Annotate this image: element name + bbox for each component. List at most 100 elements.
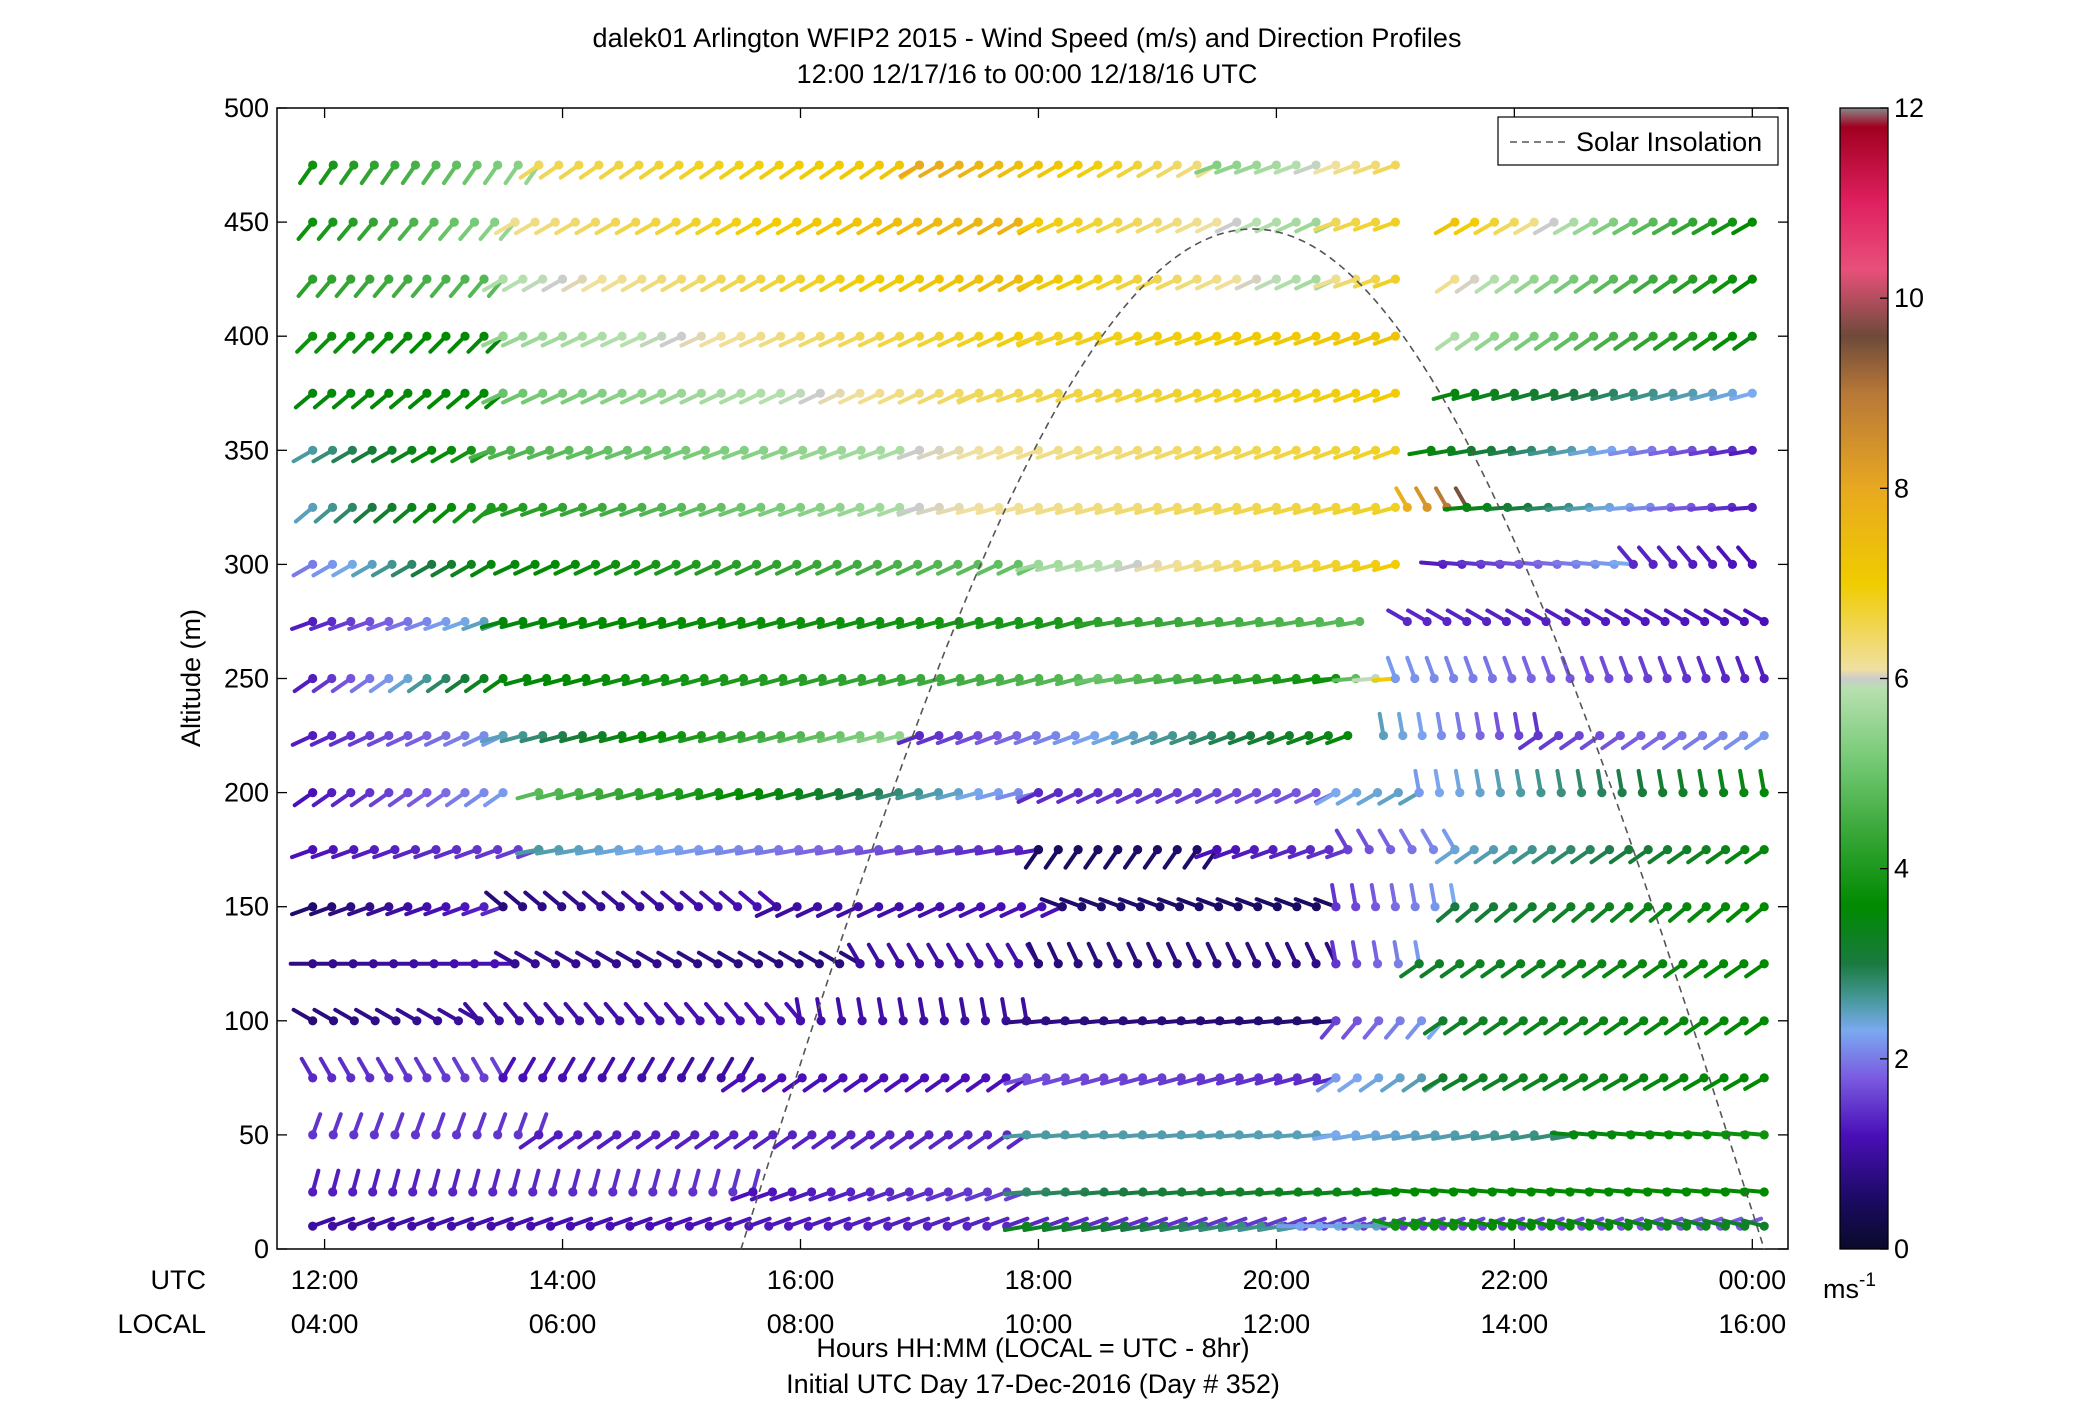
wind-barb-point	[1172, 502, 1182, 512]
wind-barb-point	[855, 502, 865, 512]
wind-barb-point	[1516, 959, 1526, 969]
wind-barb-point	[1478, 1073, 1488, 1083]
wind-barb-point	[973, 788, 984, 798]
wind-barb-point	[675, 1016, 685, 1026]
wind-barb-point	[748, 1130, 758, 1140]
wind-barb-point	[498, 902, 508, 912]
wind-barb-point	[914, 331, 925, 341]
wind-barb-point	[756, 730, 766, 741]
wind-barb-point	[953, 217, 963, 227]
wind-barb-point	[407, 1221, 417, 1231]
wind-barb-point	[934, 274, 944, 284]
wind-barb-point	[1402, 616, 1412, 627]
wind-barb-point	[346, 331, 356, 341]
wind-barb-point	[1508, 902, 1518, 912]
wind-barb-point	[518, 388, 528, 398]
wind-barb-point	[1422, 616, 1432, 627]
x-row-label-local: LOCAL	[117, 1309, 206, 1339]
wind-barb-point	[466, 559, 476, 570]
wind-barb-point	[328, 217, 338, 227]
wind-barb-point	[1759, 845, 1769, 855]
wind-barb-point	[460, 902, 470, 912]
wind-barb-point	[1232, 217, 1242, 227]
wind-barb-point	[756, 274, 766, 284]
colorbar-unit: ms-1	[1823, 1270, 1876, 1304]
wind-barb-point	[642, 445, 652, 455]
wind-barb-point	[441, 673, 451, 684]
wind-barb-point	[1331, 445, 1341, 455]
wind-barb-point	[422, 331, 432, 341]
wind-barb-point	[346, 1073, 356, 1083]
wind-barb-point	[538, 502, 548, 512]
wind-barb-point	[1253, 1073, 1264, 1083]
wind-barb-point	[754, 160, 764, 170]
wind-barb-point	[561, 673, 571, 684]
wind-barb-point	[1351, 502, 1361, 512]
wind-barb-point	[1589, 388, 1599, 398]
wind-barb-point	[1688, 331, 1698, 341]
wind-barb-point	[857, 673, 867, 684]
wind-barb-point	[974, 388, 984, 398]
wind-barb-point	[346, 902, 356, 912]
wind-barb-point	[479, 730, 489, 741]
wind-barb-point	[632, 959, 642, 969]
wind-barb-point	[1470, 274, 1480, 284]
wind-barb-point	[327, 788, 337, 798]
wind-barb-point	[1053, 445, 1063, 455]
wind-barb-point	[1458, 1073, 1468, 1083]
y-tick-label: 50	[239, 1120, 269, 1150]
wind-barb-point	[1212, 160, 1222, 170]
x-tick-label-local: 12:00	[1243, 1309, 1311, 1339]
wind-barb-point	[615, 902, 625, 912]
wind-barb-point	[603, 445, 613, 455]
wind-barb-point	[1172, 331, 1182, 341]
wind-barb-point	[486, 445, 496, 455]
wind-barb-point	[733, 902, 743, 912]
wind-barb-point	[1291, 331, 1301, 341]
wind-barb-point	[441, 274, 451, 284]
wind-barb-point	[1351, 559, 1361, 570]
wind-barb-point	[954, 616, 964, 627]
wind-barb-point	[1192, 331, 1202, 341]
wind-barb-point	[1438, 1073, 1448, 1083]
wind-barb-point	[896, 673, 906, 684]
wind-barb-point	[876, 673, 886, 684]
wind-barb-point	[1740, 1221, 1750, 1231]
wind-barb-point	[441, 331, 451, 341]
wind-barb-point	[1232, 160, 1242, 170]
x-tick-label-utc: 22:00	[1481, 1265, 1549, 1295]
wind-barb-point	[716, 388, 726, 398]
wind-barb-point	[530, 217, 540, 227]
wind-barb-point	[550, 959, 561, 969]
wind-barb-point	[367, 559, 377, 570]
wind-barb-point	[1374, 1073, 1384, 1083]
wind-barb-point	[1152, 959, 1163, 969]
wind-barb-point	[691, 217, 701, 227]
wind-barb-point	[1434, 788, 1445, 798]
wind-barb-point	[671, 559, 681, 570]
wind-barb-point	[328, 1187, 338, 1197]
wind-barb-point	[1507, 673, 1517, 684]
wind-barb-point	[1093, 445, 1103, 455]
wind-barb-point	[327, 388, 337, 398]
wind-barb-point	[347, 445, 357, 455]
wind-barb-point	[1251, 445, 1262, 455]
wind-barb-point	[892, 559, 903, 570]
wind-barb-point	[1311, 160, 1321, 170]
wind-barb-point	[1234, 1073, 1244, 1083]
wind-barb-point	[1053, 160, 1063, 170]
wind-barb-point	[538, 730, 548, 741]
wind-barb-point	[518, 274, 528, 284]
wind-barb-point	[1053, 502, 1063, 512]
wind-barb-point	[518, 331, 528, 341]
wind-barb-point	[1093, 502, 1103, 512]
wind-barb-point	[1311, 902, 1321, 912]
wind-barb-point	[1475, 730, 1485, 741]
wind-barb-point	[1546, 673, 1556, 684]
wind-barb-point	[1598, 1016, 1609, 1026]
wind-barb-point	[875, 445, 886, 455]
wind-barb-point	[676, 1073, 687, 1083]
wind-barb-point	[1152, 274, 1163, 284]
wind-barb-point	[954, 445, 964, 455]
wind-barb-point	[1495, 788, 1505, 798]
